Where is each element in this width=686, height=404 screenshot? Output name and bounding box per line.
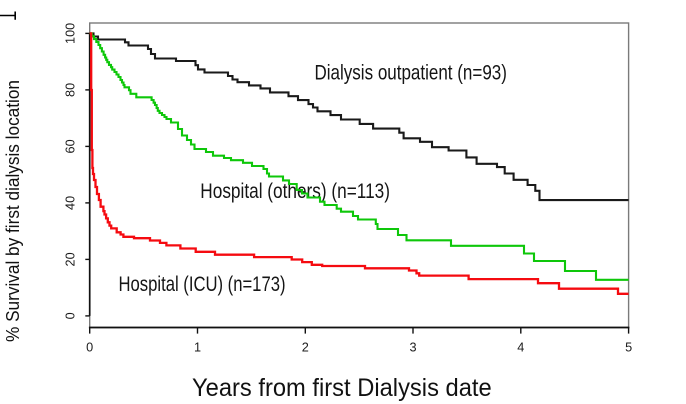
svg-text:Hospital (ICU) (n=173): Hospital (ICU) (n=173): [119, 272, 286, 296]
svg-text:5: 5: [625, 341, 632, 355]
svg-text:% Survival by first dialysis l: % Survival by first dialysis location: [3, 80, 23, 342]
svg-text:0: 0: [64, 312, 78, 319]
svg-text:20: 20: [64, 252, 78, 266]
svg-text:100: 100: [64, 23, 78, 44]
svg-text:Years from first Dialysis date: Years from first Dialysis date: [192, 374, 492, 402]
svg-text:2: 2: [302, 341, 309, 355]
svg-text:40: 40: [64, 196, 78, 210]
svg-text:Hospital (others) (n=113): Hospital (others) (n=113): [200, 179, 390, 203]
svg-text:1: 1: [194, 341, 201, 355]
svg-text:0: 0: [86, 341, 93, 355]
svg-text:80: 80: [64, 83, 78, 97]
svg-text:Dialysis outpatient (n=93): Dialysis outpatient (n=93): [315, 61, 507, 85]
svg-text:60: 60: [64, 139, 78, 153]
svg-text:4: 4: [517, 341, 524, 355]
svg-text:3: 3: [409, 341, 416, 355]
